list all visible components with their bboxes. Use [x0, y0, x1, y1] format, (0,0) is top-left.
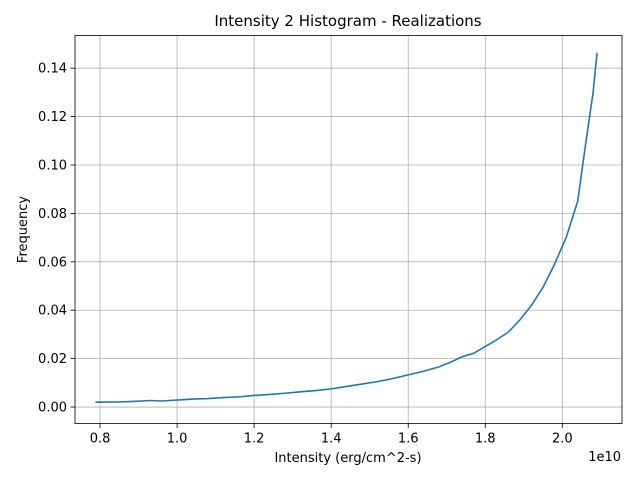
x-tick-label: 1.4	[321, 432, 342, 447]
x-axis: 0.8 1.0 1.2 1.4 1.6 1.8 2.0	[90, 423, 573, 447]
plot-frame	[74, 35, 623, 424]
x-tick-label: 2.0	[552, 432, 573, 447]
chart-title: Intensity 2 Histogram - Realizations	[214, 12, 481, 30]
y-tick-label: 0.02	[38, 352, 67, 367]
x-tick-label: 1.0	[167, 432, 188, 447]
x-axis-label: Intensity (erg/cm^2-s)	[274, 451, 421, 466]
y-axis-label: Frequency	[16, 196, 31, 263]
y-tick-label: 0.10	[38, 158, 67, 173]
y-tick-label: 0.04	[38, 304, 67, 319]
y-tick-label: 0.00	[38, 401, 67, 416]
grid	[75, 35, 622, 424]
y-tick-label: 0.12	[38, 110, 67, 125]
x-tick-label: 0.8	[90, 432, 111, 447]
series-line	[95, 52, 598, 404]
y-tick-label: 0.08	[38, 207, 67, 222]
y-axis: 0.00 0.02 0.04 0.06 0.08 0.10 0.12 0.14	[38, 62, 75, 416]
series-layer	[95, 52, 598, 404]
y-tick-label: 0.06	[38, 255, 67, 270]
x-tick-label: 1.8	[475, 432, 496, 447]
y-tick-label: 0.14	[38, 62, 67, 77]
x-tick-label: 1.2	[244, 432, 265, 447]
x-tick-label: 1.6	[398, 432, 419, 447]
x-axis-offset-label: 1e10	[588, 450, 621, 465]
